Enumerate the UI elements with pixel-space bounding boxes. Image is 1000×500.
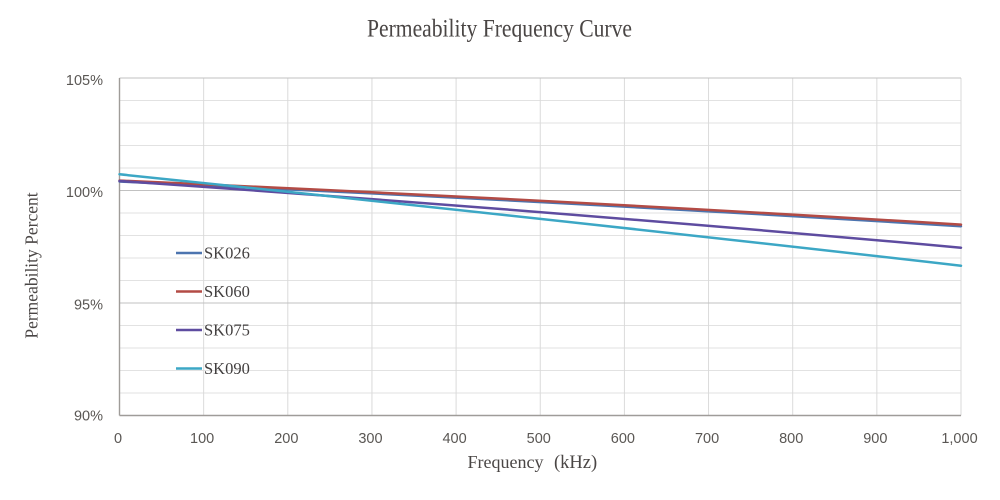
svg-text:700: 700	[695, 431, 719, 447]
svg-text:SK075: SK075	[204, 321, 250, 340]
svg-text:200: 200	[274, 431, 298, 447]
svg-text:800: 800	[779, 431, 803, 447]
svg-text:(kHz): (kHz)	[554, 453, 597, 473]
svg-text:100%: 100%	[66, 185, 103, 201]
svg-text:500: 500	[527, 431, 551, 447]
svg-text:90%: 90%	[74, 409, 103, 425]
svg-text:105%: 105%	[66, 73, 103, 89]
svg-text:900: 900	[863, 431, 887, 447]
svg-text:400: 400	[442, 431, 466, 447]
svg-text:300: 300	[358, 431, 382, 447]
svg-text:0: 0	[114, 431, 122, 447]
svg-text:95%: 95%	[74, 298, 103, 314]
svg-text:Permeability Frequency Curve: Permeability Frequency Curve	[367, 16, 632, 43]
svg-text:600: 600	[611, 431, 635, 447]
svg-text:Frequency: Frequency	[468, 452, 544, 472]
svg-text:100: 100	[190, 431, 214, 447]
svg-text:SK060: SK060	[204, 282, 250, 301]
svg-text:1,000: 1,000	[941, 431, 977, 447]
svg-text:SK026: SK026	[204, 244, 250, 263]
svg-text:Permeability Percent: Permeability Percent	[22, 192, 42, 338]
svg-text:SK090: SK090	[204, 359, 250, 378]
